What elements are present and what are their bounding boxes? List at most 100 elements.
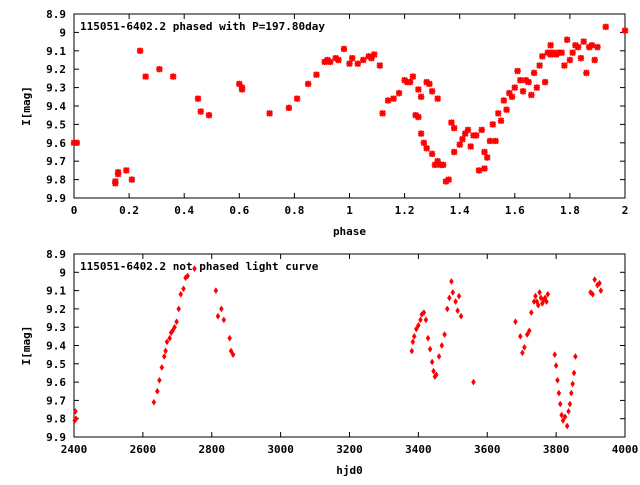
phased-data-point <box>566 56 574 64</box>
phased-data-point <box>423 145 430 152</box>
phased-y-tick-label: 9.6 <box>46 137 66 150</box>
phased-plot: 0 0.2 0.4 0.6 0.8 1 1.2 1.4 1.6 1.8 2 8.9 9 9.1 9.2 9.3… <box>20 8 628 238</box>
unphased-data-point <box>185 272 190 280</box>
phased-data-point <box>136 47 144 55</box>
phased-data-point <box>445 176 452 183</box>
unphased-data-point <box>573 353 578 360</box>
phased-data-point <box>142 73 149 80</box>
phased-data-point <box>114 169 122 176</box>
unphased-data-point <box>174 318 179 326</box>
phased-data-point <box>439 161 447 169</box>
phased-data-point <box>415 113 422 121</box>
phased-data-point <box>577 54 585 62</box>
unphased-data-point <box>411 332 417 340</box>
unphased-data-point <box>445 305 450 313</box>
unphased-data-point <box>163 347 168 355</box>
unphased-data-point <box>170 327 175 335</box>
unphased-data-point <box>526 327 532 335</box>
phased-data-point <box>128 176 136 183</box>
phased-y-tick-label: 9.2 <box>46 63 66 76</box>
phased-data-point <box>561 62 568 69</box>
unphased-data-point <box>230 351 236 359</box>
unphased-x-tick-label: 3800 <box>543 443 570 456</box>
phased-data-point <box>434 95 441 102</box>
phased-data-point <box>569 49 576 56</box>
phased-data-point <box>390 95 397 102</box>
unphased-data-point <box>471 378 476 386</box>
phased-data-point <box>448 119 455 126</box>
unphased-y-tick-label: 9.7 <box>46 394 66 407</box>
phased-data-point <box>340 45 348 53</box>
phased-data-point <box>326 58 334 66</box>
phased-data-point <box>486 137 494 145</box>
unphased-data-point <box>172 323 177 331</box>
phased-data-point <box>354 60 362 67</box>
unphased-data-point <box>544 298 549 306</box>
unphased-data-point <box>425 334 431 342</box>
phased-data-point <box>431 161 439 169</box>
unphased-data-point <box>442 331 447 338</box>
unphased-data-point <box>439 342 445 349</box>
phased-data-point <box>478 126 485 134</box>
unphased-data-point <box>588 288 593 296</box>
unphased-data-point <box>151 398 157 406</box>
unphased-data-point <box>449 277 454 285</box>
phased-y-tick-label: 9.4 <box>46 100 66 113</box>
phased-data-point <box>475 167 483 174</box>
unphased-data-point <box>157 376 162 384</box>
unphased-data-point <box>533 292 538 300</box>
phased-data-point <box>285 104 293 112</box>
unphased-data-point <box>215 312 221 320</box>
phased-data-point <box>506 89 513 97</box>
phased-x-tick-label: 1 <box>346 204 353 217</box>
phased-data-point <box>492 137 499 145</box>
unphased-data-point <box>416 321 421 329</box>
unphased-y-tick-label: 9 <box>59 266 66 279</box>
phased-data-point <box>497 117 505 124</box>
phased-data-point <box>484 154 491 161</box>
unphased-data-point <box>453 298 458 306</box>
phased-data-point <box>495 110 502 117</box>
phased-data-point <box>417 130 425 137</box>
unphased-y-tick-label: 9.4 <box>46 340 66 353</box>
unphased-data-point <box>213 287 219 295</box>
unphased-x-tick-label: 4000 <box>612 443 639 456</box>
unphased-y-tick-label: 9.3 <box>46 321 66 334</box>
unphased-data-point <box>431 367 436 375</box>
phased-y-tick-label: 9.5 <box>46 118 66 131</box>
phased-x-tick-label: 1.6 <box>505 204 525 217</box>
unphased-data-point <box>513 318 518 326</box>
phased-data-point <box>459 135 466 143</box>
phased-data-point <box>594 43 601 51</box>
unphased-data-point <box>176 305 181 313</box>
phased-y-tick-label: 9.1 <box>46 45 66 58</box>
unphased-y-tick-label: 9.2 <box>46 303 66 316</box>
phased-x-tick-label: 1.2 <box>395 204 415 217</box>
unphased-plot-frame <box>73 253 626 438</box>
phased-data-point <box>528 91 535 99</box>
unphased-data-point <box>537 288 542 296</box>
phased-data-point <box>156 65 163 73</box>
unphased-data-point <box>167 334 173 342</box>
phased-data-point <box>304 80 312 88</box>
phased-x-tick-label: 1.4 <box>450 204 470 217</box>
phased-data-point <box>519 88 527 95</box>
unphased-data-point <box>414 325 419 333</box>
unphased-data-point <box>566 407 571 415</box>
phased-data-point <box>384 97 392 104</box>
phased-data-point <box>379 110 386 117</box>
phased-data-point <box>583 69 590 77</box>
phased-data-point <box>602 23 609 31</box>
phased-data-point <box>360 56 367 64</box>
unphased-data-point <box>429 358 435 366</box>
phased-data-point <box>588 42 596 49</box>
unphased-data-point <box>450 288 456 296</box>
unphased-data-point <box>559 411 564 419</box>
phased-data-point <box>514 67 521 75</box>
unphased-data-point <box>564 422 570 430</box>
unphased-data-point <box>518 332 523 340</box>
unphased-data-point <box>221 316 227 324</box>
phased-data-point <box>169 73 177 80</box>
unphased-y-tick-label: 8.9 <box>46 248 66 261</box>
